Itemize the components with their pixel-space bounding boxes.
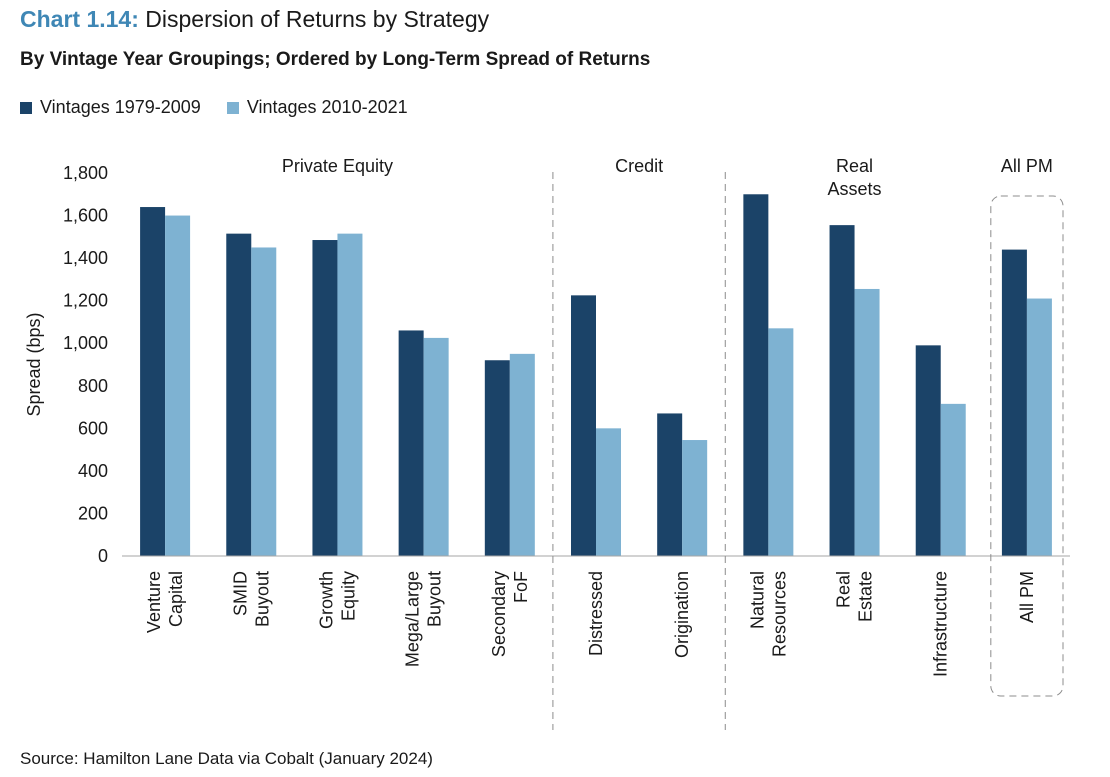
- bar-series-2: [854, 288, 880, 556]
- group-label: Real: [836, 156, 873, 176]
- bar-series-2: [165, 215, 191, 557]
- x-tick-label: Secondary FoF: [489, 571, 531, 657]
- bar-series-2: [682, 440, 708, 556]
- y-tick-label: 1,800: [63, 163, 108, 183]
- group-label: Credit: [615, 156, 663, 176]
- source-note: Source: Hamilton Lane Data via Cobalt (J…: [20, 749, 433, 768]
- y-tick-label: 200: [78, 503, 108, 523]
- bar-series-1: [829, 225, 855, 556]
- chart-title: Chart 1.14: Dispersion of Returns by Str…: [20, 6, 489, 33]
- group-label: Private Equity: [282, 156, 393, 176]
- bar-series-1: [140, 207, 166, 557]
- group-label: Assets: [828, 179, 882, 199]
- chart-legend: Vintages 1979-2009 Vintages 2010-2021: [20, 97, 434, 118]
- bar-series-1: [571, 295, 596, 556]
- chart-number: Chart 1.14:: [20, 6, 139, 32]
- legend-swatch-series-1: [20, 101, 32, 114]
- bar-series-1: [484, 360, 510, 556]
- x-tick-label: SMID Buyout: [230, 571, 272, 627]
- x-tick-label: Natural Resources: [747, 571, 789, 657]
- bar-series-2: [509, 353, 535, 556]
- x-tick-label: Venture Capital: [144, 571, 186, 633]
- chart-subtitle: By Vintage Year Groupings; Ordered by Lo…: [20, 49, 651, 70]
- x-tick-label: Mega/Large Buyout: [403, 571, 445, 667]
- bar-series-2: [1026, 298, 1052, 556]
- legend-item-series-1: Vintages 1979-2009: [20, 97, 201, 118]
- legend-item-series-2: Vintages 2010-2021: [226, 97, 408, 118]
- x-tick-label: All PM: [1017, 571, 1037, 623]
- y-tick-label: 1,000: [63, 333, 108, 353]
- chart-title-text: Dispersion of Returns by Strategy: [145, 6, 490, 32]
- bar-series-2: [596, 428, 621, 556]
- x-tick-label: Distressed: [586, 571, 606, 656]
- y-tick-label: 1,600: [63, 206, 108, 226]
- y-tick-label: 0: [98, 546, 108, 566]
- y-tick-label: 800: [78, 376, 108, 396]
- x-tick-label: Origination: [672, 571, 692, 658]
- bar-series-1: [1001, 249, 1027, 556]
- legend-label-series-2: Vintages 2010-2021: [246, 97, 408, 117]
- highlight-box: [990, 195, 1064, 697]
- legend-swatch-series-2: [226, 101, 239, 114]
- bar-series-2: [940, 403, 966, 556]
- y-tick-label: 1,200: [63, 291, 108, 311]
- x-tick-label: Infrastructure: [931, 571, 951, 677]
- bar-series-2: [337, 233, 363, 556]
- group-label: All PM: [1001, 156, 1053, 176]
- bar-series-1: [226, 233, 252, 556]
- y-axis-label: Spread (bps): [24, 312, 44, 416]
- bar-series-1: [312, 240, 338, 556]
- x-tick-label: Growth Equity: [316, 571, 358, 629]
- y-tick-label: 400: [78, 461, 108, 481]
- bar-series-1: [743, 194, 769, 556]
- bar-series-1: [657, 413, 683, 556]
- y-tick-label: 1,400: [63, 248, 108, 268]
- bar-chart: 0 200 400 600 800 1,000 1,200 1,400 1,600 1,800 Sp…: [24, 156, 1070, 730]
- bar-series-1: [915, 345, 941, 556]
- y-tick-label: 600: [78, 418, 108, 438]
- bar-series-2: [251, 247, 277, 556]
- bar-series-2: [423, 337, 449, 556]
- bar-series-1: [398, 330, 424, 556]
- x-tick-label: Real Estate: [834, 571, 876, 622]
- bar-series-2: [768, 328, 794, 556]
- legend-label-series-1: Vintages 1979-2009: [40, 97, 201, 117]
